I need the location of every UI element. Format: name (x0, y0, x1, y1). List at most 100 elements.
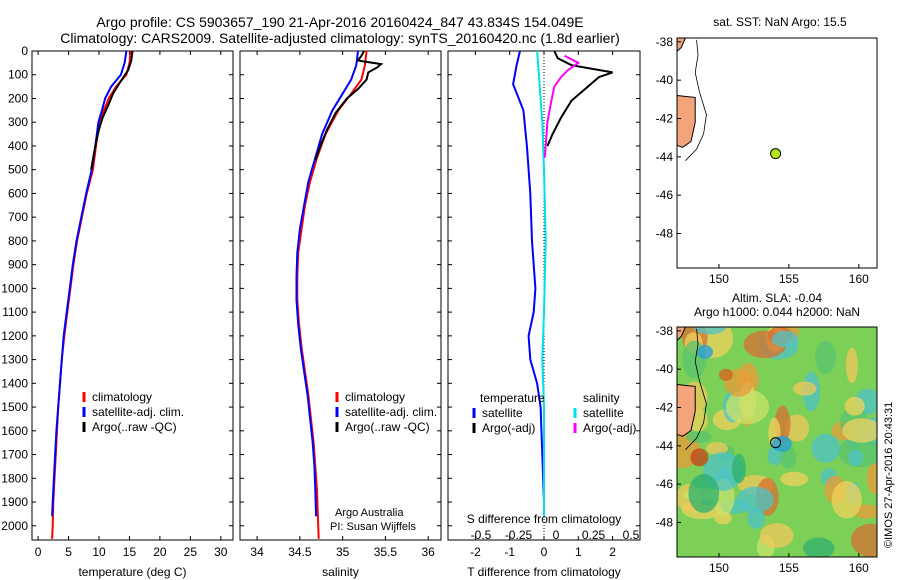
x-tick-label: 1 (575, 545, 582, 559)
map-y-tick-label: -46 (656, 188, 674, 202)
sla-blob (696, 344, 713, 359)
y-tick-label: 1800 (1, 471, 28, 485)
sla-blob (780, 471, 809, 487)
x-tick-label: 30 (214, 545, 228, 559)
legend-header-salinity: salinity (583, 391, 620, 405)
series-line-2 (90, 50, 134, 170)
series-line-1 (295, 50, 359, 517)
panels-layer: 0100200300400500600700800900100011001200… (1, 15, 878, 579)
x-tick-label: 25 (184, 545, 198, 559)
map-y-tick-label: -44 (656, 150, 674, 164)
sla-blob (693, 327, 726, 335)
imos-watermark: ©IMOS 27-Apr-2016 20:43:31 (883, 402, 895, 548)
y-tick-label: 1100 (2, 305, 28, 319)
legend-label: satellite (583, 406, 624, 420)
y-tick-label: 1300 (1, 353, 28, 367)
map-x-tick-label: 150 (709, 561, 729, 575)
x-axis-label: T difference from climatology (467, 565, 621, 579)
map-y-tick-label: -48 (656, 227, 674, 241)
legend-header-temperature: temperature (480, 391, 545, 405)
sla-blob (771, 435, 792, 452)
y-tick-label: 0 (21, 44, 28, 58)
x-tick-label: 34.5 (288, 545, 312, 559)
x2-tick-label: 0.25 (582, 528, 606, 542)
x-tick-label: 36 (421, 545, 435, 559)
legend-label: satellite-adj. clim. (345, 405, 437, 419)
legend-label: Argo(-adj) (583, 421, 636, 435)
sla-blob (747, 507, 765, 529)
y-tick-label: 900 (8, 258, 28, 272)
institution-label: Argo Australia (335, 507, 404, 519)
sla-blob (842, 418, 877, 443)
sla-blob (688, 474, 720, 513)
y-tick-label: 600 (8, 186, 28, 200)
y-tick-label: 100 (8, 68, 28, 82)
sla-blob (831, 480, 862, 519)
legend-label: Argo(-adj) (482, 421, 535, 435)
x-tick-label: 5 (65, 545, 72, 559)
map-sla: 150 155 160 -38 -40 -42 -44 -46 -48 (656, 324, 878, 575)
y-tick-label: 1200 (1, 329, 28, 343)
y-tick-label: 1500 (1, 400, 28, 414)
figure-title-line2: Climatology: CARS2009. Satellite-adjuste… (60, 30, 620, 46)
map-x-tick-label: 155 (779, 272, 799, 286)
x2-axis-label: S difference from climatology (467, 512, 622, 526)
map-bottom-title-2: Argo h1000: 0.044 h2000: NaN (694, 305, 860, 319)
panel-frame (239, 50, 442, 541)
panel-temperature: 0100200300400500600700800900100011001200… (1, 44, 234, 579)
sla-blob (845, 347, 858, 384)
legend-label: satellite-adj. clim. (92, 405, 184, 419)
y-tick-label: 200 (8, 91, 28, 105)
panel-difference: -2 -1 0 1 2 T difference from climatology S di… (447, 50, 641, 579)
map-y-tick-label: -42 (656, 112, 674, 126)
sla-blob (785, 414, 810, 442)
sla-blob (760, 523, 794, 548)
series-line-2 (536, 50, 547, 517)
series-line-3 (543, 54, 581, 158)
sla-blob (690, 448, 709, 467)
isobath-line (685, 328, 707, 450)
sla-blob (686, 430, 712, 443)
map-y-tick-label: -40 (656, 73, 674, 87)
y-tick-label: 1400 (1, 376, 28, 390)
legend-label: climatology (345, 390, 405, 404)
x-tick-label: 34 (250, 545, 264, 559)
x-tick-label: 0 (541, 545, 548, 559)
legend-label: Argo(..raw -QC) (92, 420, 177, 434)
map-sst: 150 155 160 -38 -40 -42 -44 -46 -48 (656, 35, 878, 286)
x-tick-label: -2 (470, 545, 481, 559)
sla-blob (848, 449, 864, 467)
figure-title-line1: Argo profile: CS 5903657_190 21-Apr-2016… (96, 14, 583, 30)
x-tick-label: -1 (504, 545, 515, 559)
x2-tick-label: -0.25 (505, 528, 533, 542)
legend-label: satellite (482, 406, 523, 420)
y-tick-label: 1700 (1, 448, 28, 462)
legend-label: climatology (92, 390, 152, 404)
map-y-tick-label: -38 (656, 324, 674, 338)
x-axis-label: temperature (deg C) (78, 565, 186, 579)
sla-blob (718, 368, 733, 381)
x-tick-label: 20 (153, 545, 167, 559)
panel-frame (31, 50, 234, 541)
x2-tick-label: 0 (553, 528, 560, 542)
map-y-tick-label: -46 (656, 477, 674, 491)
y-tick-label: 800 (8, 234, 28, 248)
x2-tick-label: -0.5 (471, 528, 492, 542)
y-tick-label: 2000 (1, 519, 28, 533)
map-y-tick-label: -42 (656, 401, 674, 415)
legend-label: Argo(..raw -QC) (345, 420, 430, 434)
map-x-tick-label: 155 (779, 561, 799, 575)
y-tick-label: 400 (8, 139, 28, 153)
x-tick-label: 0 (35, 545, 42, 559)
x-tick-label: 35 (336, 545, 350, 559)
argo-position-marker (770, 437, 782, 449)
sla-field (677, 327, 877, 557)
map-top-title: sat. SST: NaN Argo: 15.5 (713, 15, 847, 29)
map-bottom-title-1: Altim. SLA: -0.04 (732, 291, 822, 305)
sla-blob (706, 442, 728, 455)
y-tick-label: 1000 (1, 281, 28, 295)
panel-salinity: 34 34.5 35 35.5 36 salinity climatologysatelli… (239, 50, 442, 579)
map-y-tick-label: -48 (656, 516, 674, 530)
map-x-tick-label: 160 (849, 561, 869, 575)
